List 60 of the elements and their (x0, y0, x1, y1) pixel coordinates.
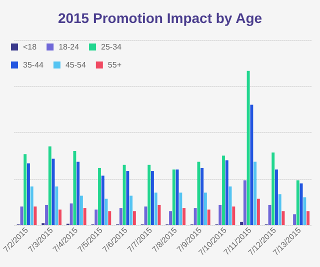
bar (200, 168, 204, 225)
bar (98, 168, 101, 225)
bar (172, 170, 176, 225)
bar (300, 183, 303, 225)
bar (232, 206, 236, 225)
bar (73, 151, 76, 225)
legend-label: 18-24 (58, 42, 80, 52)
bar (240, 222, 244, 225)
bar (169, 211, 172, 225)
bar (182, 208, 186, 225)
legend-label: 25-34 (101, 42, 122, 52)
bar (45, 204, 48, 225)
bar (256, 198, 260, 225)
bar (194, 208, 197, 225)
legend-label: <18 (23, 42, 38, 52)
bar (132, 211, 136, 225)
bar (101, 176, 104, 225)
bar (126, 171, 130, 225)
bar (306, 211, 310, 225)
bar (76, 162, 80, 225)
bar (130, 196, 133, 225)
bar (55, 186, 58, 225)
bar (70, 203, 73, 225)
bar (151, 171, 154, 225)
bar (108, 211, 112, 225)
bar (275, 170, 278, 225)
bar (278, 194, 282, 225)
bar (272, 152, 275, 225)
bar (48, 146, 52, 225)
bar (225, 160, 228, 225)
bar (83, 208, 86, 225)
bar (80, 196, 83, 225)
legend-label: 55+ (108, 60, 122, 70)
bar (250, 104, 254, 225)
bar (122, 164, 126, 225)
bar (197, 162, 200, 225)
bar (243, 180, 246, 225)
bar (148, 164, 151, 225)
bar (24, 154, 27, 225)
legend-label: 45-54 (65, 60, 86, 70)
bar (20, 206, 24, 225)
bar (27, 163, 30, 225)
bar (176, 170, 179, 225)
bar (30, 186, 34, 225)
bar (119, 208, 122, 225)
bar (154, 192, 158, 225)
bar (254, 162, 257, 225)
chart-title: 2015 Promotion Impact by Age (58, 10, 262, 26)
bar (204, 192, 207, 225)
bar (222, 156, 225, 225)
bar (303, 197, 306, 225)
bar (296, 180, 300, 225)
legend-label: 35-44 (23, 60, 44, 70)
bar (246, 70, 250, 225)
bar (58, 210, 62, 225)
bar (94, 210, 98, 225)
bar (207, 210, 210, 225)
bar (179, 192, 182, 225)
bar (293, 214, 296, 225)
bar (218, 204, 222, 225)
